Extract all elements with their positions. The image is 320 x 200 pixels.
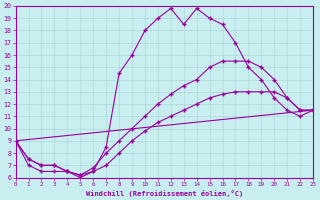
X-axis label: Windchill (Refroidissement éolien,°C): Windchill (Refroidissement éolien,°C)	[86, 190, 243, 197]
